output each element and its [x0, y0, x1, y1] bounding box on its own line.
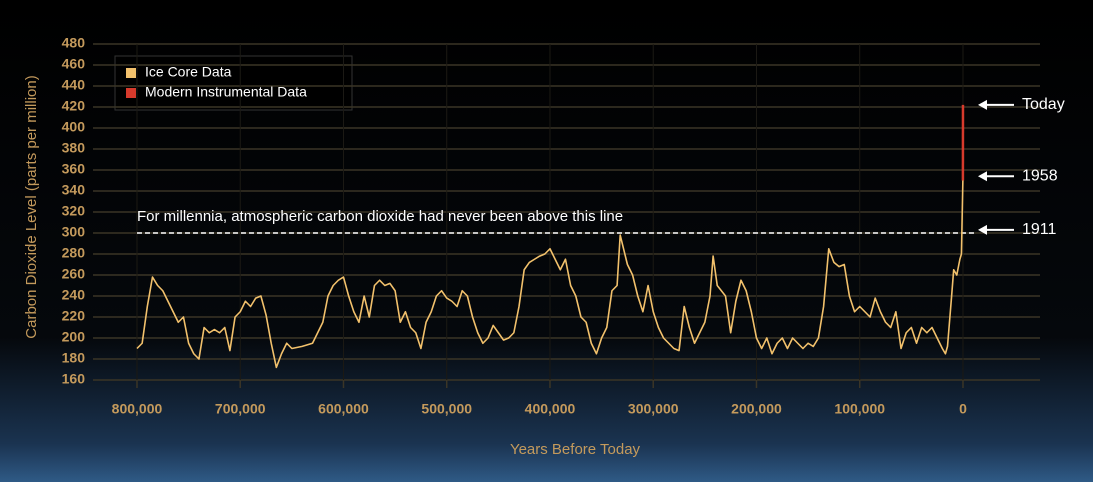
y-tick-label: 240	[62, 287, 86, 303]
y-tick-label: 280	[62, 245, 86, 261]
y-tick-label: 460	[62, 56, 86, 72]
annotation-arrowhead	[978, 99, 987, 110]
legend-swatch	[126, 88, 136, 98]
y-tick-label: 340	[62, 182, 86, 198]
x-tick-label: 500,000	[421, 401, 472, 417]
y-tick-label: 320	[62, 203, 86, 219]
x-tick-label: 700,000	[215, 401, 266, 417]
y-tick-label: 380	[62, 140, 86, 156]
series-line	[136, 180, 964, 369]
x-tick-label: 300,000	[628, 401, 679, 417]
y-tick-label: 420	[62, 98, 86, 114]
reference-label: For millennia, atmospheric carbon dioxid…	[137, 208, 623, 225]
y-tick-label: 260	[62, 266, 86, 282]
annotation-arrowhead	[978, 224, 987, 235]
legend-swatch	[126, 68, 136, 78]
x-tick-label: 100,000	[834, 401, 885, 417]
x-tick-label: 600,000	[318, 401, 369, 417]
y-tick-label: 200	[62, 329, 86, 345]
x-axis-label: Years Before Today	[510, 441, 641, 458]
annotation-label: 1958	[1022, 168, 1058, 185]
y-tick-label: 480	[62, 35, 86, 51]
y-tick-label: 160	[62, 371, 86, 387]
y-axis-label: Carbon Dioxide Level (parts per million)	[23, 75, 40, 338]
x-tick-label: 0	[959, 401, 967, 417]
x-tick-label: 800,000	[112, 401, 163, 417]
annotation-arrowhead	[978, 171, 987, 182]
y-tick-label: 360	[62, 161, 86, 177]
legend-label: Modern Instrumental Data	[145, 84, 307, 100]
y-tick-label: 400	[62, 119, 86, 135]
x-tick-label: 400,000	[525, 401, 576, 417]
y-tick-label: 180	[62, 350, 86, 366]
y-tick-label: 440	[62, 77, 86, 93]
legend-label: Ice Core Data	[145, 64, 232, 80]
annotation-label: 1911	[1022, 221, 1057, 238]
annotation-label: Today	[1022, 96, 1065, 113]
y-tick-label: 300	[62, 224, 86, 240]
y-tick-label: 220	[62, 308, 86, 324]
x-tick-label: 200,000	[731, 401, 782, 417]
